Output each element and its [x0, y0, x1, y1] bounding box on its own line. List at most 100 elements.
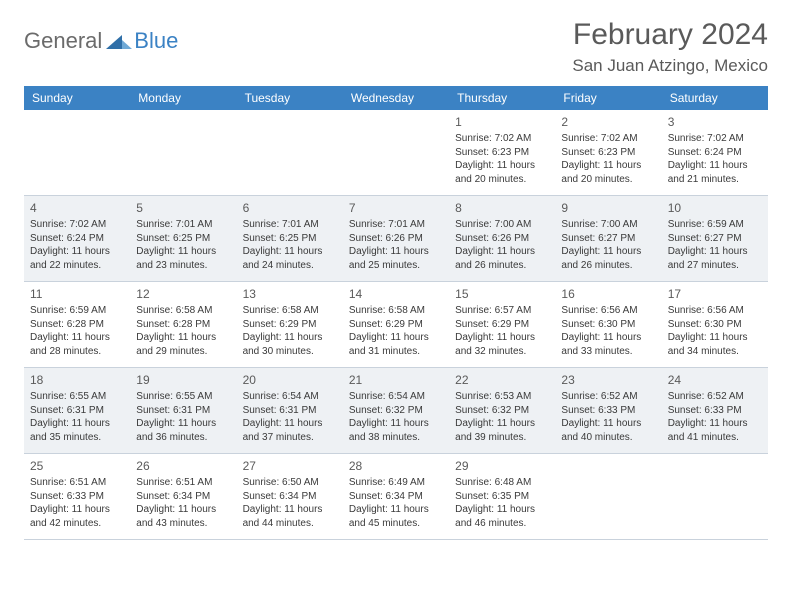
day-number: 6	[243, 200, 337, 216]
day-number: 29	[455, 458, 549, 474]
sunrise-text: Sunrise: 6:53 AM	[455, 390, 549, 404]
sunrise-text: Sunrise: 7:02 AM	[455, 132, 549, 146]
day-number: 1	[455, 114, 549, 130]
sunset-text: Sunset: 6:33 PM	[30, 490, 124, 504]
brand-logo: General Blue	[24, 18, 178, 54]
day-number: 9	[561, 200, 655, 216]
sunset-text: Sunset: 6:35 PM	[455, 490, 549, 504]
sunrise-text: Sunrise: 6:54 AM	[243, 390, 337, 404]
calendar-cell: 8Sunrise: 7:00 AMSunset: 6:26 PMDaylight…	[449, 196, 555, 282]
sunset-text: Sunset: 6:29 PM	[455, 318, 549, 332]
calendar-cell: 15Sunrise: 6:57 AMSunset: 6:29 PMDayligh…	[449, 282, 555, 368]
day-number: 7	[349, 200, 443, 216]
daylight-text: Daylight: 11 hours and 25 minutes.	[349, 245, 443, 272]
sunrise-text: Sunrise: 6:51 AM	[136, 476, 230, 490]
day-number: 22	[455, 372, 549, 388]
day-number: 10	[668, 200, 762, 216]
calendar-cell: 10Sunrise: 6:59 AMSunset: 6:27 PMDayligh…	[662, 196, 768, 282]
calendar-cell	[130, 110, 236, 196]
calendar-cell	[343, 110, 449, 196]
sunset-text: Sunset: 6:31 PM	[243, 404, 337, 418]
daylight-text: Daylight: 11 hours and 46 minutes.	[455, 503, 549, 530]
day-number: 17	[668, 286, 762, 302]
sunset-text: Sunset: 6:29 PM	[349, 318, 443, 332]
daylight-text: Daylight: 11 hours and 37 minutes.	[243, 417, 337, 444]
sunset-text: Sunset: 6:24 PM	[668, 146, 762, 160]
sunrise-text: Sunrise: 7:00 AM	[561, 218, 655, 232]
daylight-text: Daylight: 11 hours and 42 minutes.	[30, 503, 124, 530]
sunrise-text: Sunrise: 6:57 AM	[455, 304, 549, 318]
calendar-header-cell: Thursday	[449, 86, 555, 110]
daylight-text: Daylight: 11 hours and 35 minutes.	[30, 417, 124, 444]
day-number: 11	[30, 286, 124, 302]
month-title: February 2024	[572, 18, 768, 52]
day-number: 23	[561, 372, 655, 388]
calendar-cell: 9 Sunrise: 7:00 AMSunset: 6:27 PMDaylight…	[555, 196, 661, 282]
calendar-cell: 3Sunrise: 7:02 AMSunset: 6:24 PMDaylight…	[662, 110, 768, 196]
daylight-text: Daylight: 11 hours and 41 minutes.	[668, 417, 762, 444]
daylight-text: Daylight: 11 hours and 40 minutes.	[561, 417, 655, 444]
daylight-text: Daylight: 11 hours and 23 minutes.	[136, 245, 230, 272]
sunset-text: Sunset: 6:32 PM	[349, 404, 443, 418]
daylight-text: Daylight: 11 hours and 45 minutes.	[349, 503, 443, 530]
sunrise-text: Sunrise: 6:55 AM	[30, 390, 124, 404]
daylight-text: Daylight: 11 hours and 26 minutes.	[561, 245, 655, 272]
day-number: 4	[30, 200, 124, 216]
daylight-text: Daylight: 11 hours and 28 minutes.	[30, 331, 124, 358]
day-number: 13	[243, 286, 337, 302]
calendar-cell	[662, 454, 768, 540]
sunrise-text: Sunrise: 6:58 AM	[243, 304, 337, 318]
sunset-text: Sunset: 6:34 PM	[136, 490, 230, 504]
daylight-text: Daylight: 11 hours and 34 minutes.	[668, 331, 762, 358]
calendar-cell: 2Sunrise: 7:02 AMSunset: 6:23 PMDaylight…	[555, 110, 661, 196]
calendar-cell: 16Sunrise: 6:56 AMSunset: 6:30 PMDayligh…	[555, 282, 661, 368]
sunset-text: Sunset: 6:26 PM	[349, 232, 443, 246]
daylight-text: Daylight: 11 hours and 38 minutes.	[349, 417, 443, 444]
calendar-cell: 22Sunrise: 6:53 AMSunset: 6:32 PMDayligh…	[449, 368, 555, 454]
calendar-cell: 24Sunrise: 6:52 AMSunset: 6:33 PMDayligh…	[662, 368, 768, 454]
sunset-text: Sunset: 6:27 PM	[561, 232, 655, 246]
sunrise-text: Sunrise: 6:58 AM	[136, 304, 230, 318]
daylight-text: Daylight: 11 hours and 30 minutes.	[243, 331, 337, 358]
location-text: San Juan Atzingo, Mexico	[572, 56, 768, 76]
day-number: 14	[349, 286, 443, 302]
calendar-header-cell: Sunday	[24, 86, 130, 110]
calendar-header-cell: Wednesday	[343, 86, 449, 110]
sunrise-text: Sunrise: 6:54 AM	[349, 390, 443, 404]
calendar-cell: 18Sunrise: 6:55 AMSunset: 6:31 PMDayligh…	[24, 368, 130, 454]
calendar-cell: 7 Sunrise: 7:01 AMSunset: 6:26 PMDaylight…	[343, 196, 449, 282]
daylight-text: Daylight: 11 hours and 36 minutes.	[136, 417, 230, 444]
calendar-cell: 21Sunrise: 6:54 AMSunset: 6:32 PMDayligh…	[343, 368, 449, 454]
sunset-text: Sunset: 6:34 PM	[349, 490, 443, 504]
calendar: SundayMondayTuesdayWednesdayThursdayFrid…	[24, 86, 768, 540]
day-number: 15	[455, 286, 549, 302]
daylight-text: Daylight: 11 hours and 29 minutes.	[136, 331, 230, 358]
sunset-text: Sunset: 6:30 PM	[561, 318, 655, 332]
sunset-text: Sunset: 6:23 PM	[455, 146, 549, 160]
sunset-text: Sunset: 6:31 PM	[136, 404, 230, 418]
sunset-text: Sunset: 6:25 PM	[243, 232, 337, 246]
calendar-header-cell: Monday	[130, 86, 236, 110]
calendar-cell: 12Sunrise: 6:58 AMSunset: 6:28 PMDayligh…	[130, 282, 236, 368]
day-number: 19	[136, 372, 230, 388]
sunset-text: Sunset: 6:25 PM	[136, 232, 230, 246]
sunrise-text: Sunrise: 6:52 AM	[668, 390, 762, 404]
calendar-cell: 11Sunrise: 6:59 AMSunset: 6:28 PMDayligh…	[24, 282, 130, 368]
sunset-text: Sunset: 6:30 PM	[668, 318, 762, 332]
brand-text-general: General	[24, 28, 102, 54]
sunrise-text: Sunrise: 7:01 AM	[349, 218, 443, 232]
calendar-cell: 4Sunrise: 7:02 AMSunset: 6:24 PMDaylight…	[24, 196, 130, 282]
calendar-cell: 29Sunrise: 6:48 AMSunset: 6:35 PMDayligh…	[449, 454, 555, 540]
calendar-cell: 5Sunrise: 7:01 AMSunset: 6:25 PMDaylight…	[130, 196, 236, 282]
daylight-text: Daylight: 11 hours and 27 minutes.	[668, 245, 762, 272]
calendar-cell: 28Sunrise: 6:49 AMSunset: 6:34 PMDayligh…	[343, 454, 449, 540]
sunset-text: Sunset: 6:31 PM	[30, 404, 124, 418]
calendar-cell: 20Sunrise: 6:54 AMSunset: 6:31 PMDayligh…	[237, 368, 343, 454]
day-number: 2	[561, 114, 655, 130]
sunrise-text: Sunrise: 7:01 AM	[243, 218, 337, 232]
daylight-text: Daylight: 11 hours and 33 minutes.	[561, 331, 655, 358]
sunrise-text: Sunrise: 7:02 AM	[30, 218, 124, 232]
day-number: 16	[561, 286, 655, 302]
calendar-cell: 19Sunrise: 6:55 AMSunset: 6:31 PMDayligh…	[130, 368, 236, 454]
sunrise-text: Sunrise: 6:59 AM	[30, 304, 124, 318]
